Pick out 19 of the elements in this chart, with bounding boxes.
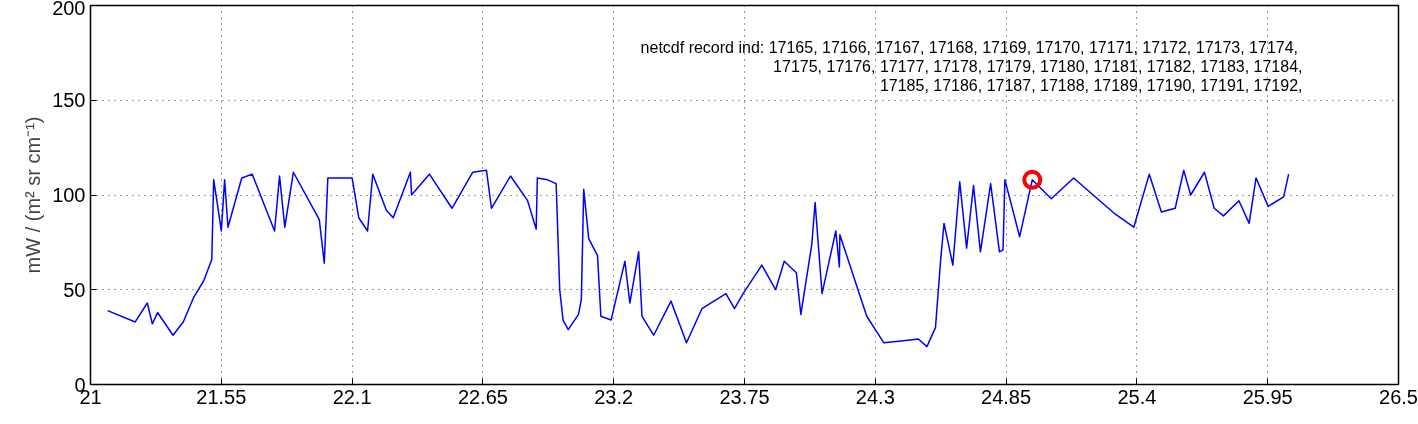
- annotation: 17175, 17176, 17177, 17178, 17179, 17180, 17181, 17182, 17183, 17184,: [773, 57, 1303, 75]
- line-series: [106, 169, 1290, 348]
- x-tick-label: 25.95: [1242, 385, 1293, 408]
- x-tick-label: 25.4: [1117, 385, 1157, 408]
- annotation: netcdf record ind: 17165, 17166, 17167, 17168, 17169, 17170, 17171, 17172, 17173, 17174,: [640, 38, 1299, 56]
- y-tick-label: 50: [63, 278, 86, 301]
- x-tick-label: 22.1: [332, 385, 372, 408]
- x-tick-label: 23.2: [594, 385, 634, 408]
- y-tick-label: 100: [52, 184, 86, 206]
- x-tick-label: 21.55: [196, 385, 247, 408]
- x-tick-label: 26.5: [1379, 385, 1418, 408]
- x-tick-label: 24.85: [981, 385, 1032, 408]
- y-axis-title: mW / (m² sr cm⁻¹): [22, 116, 45, 274]
- y-tick-label: 200: [52, 0, 86, 19]
- x-tick-label: 24.3: [855, 385, 895, 408]
- y-tick-label: 150: [52, 89, 86, 112]
- annotation: 17185, 17186, 17187, 17188, 17189, 17190, 17191, 17192,: [879, 76, 1303, 94]
- x-tick-label: 22.65: [457, 385, 508, 408]
- x-tick-label: 23.75: [719, 385, 770, 408]
